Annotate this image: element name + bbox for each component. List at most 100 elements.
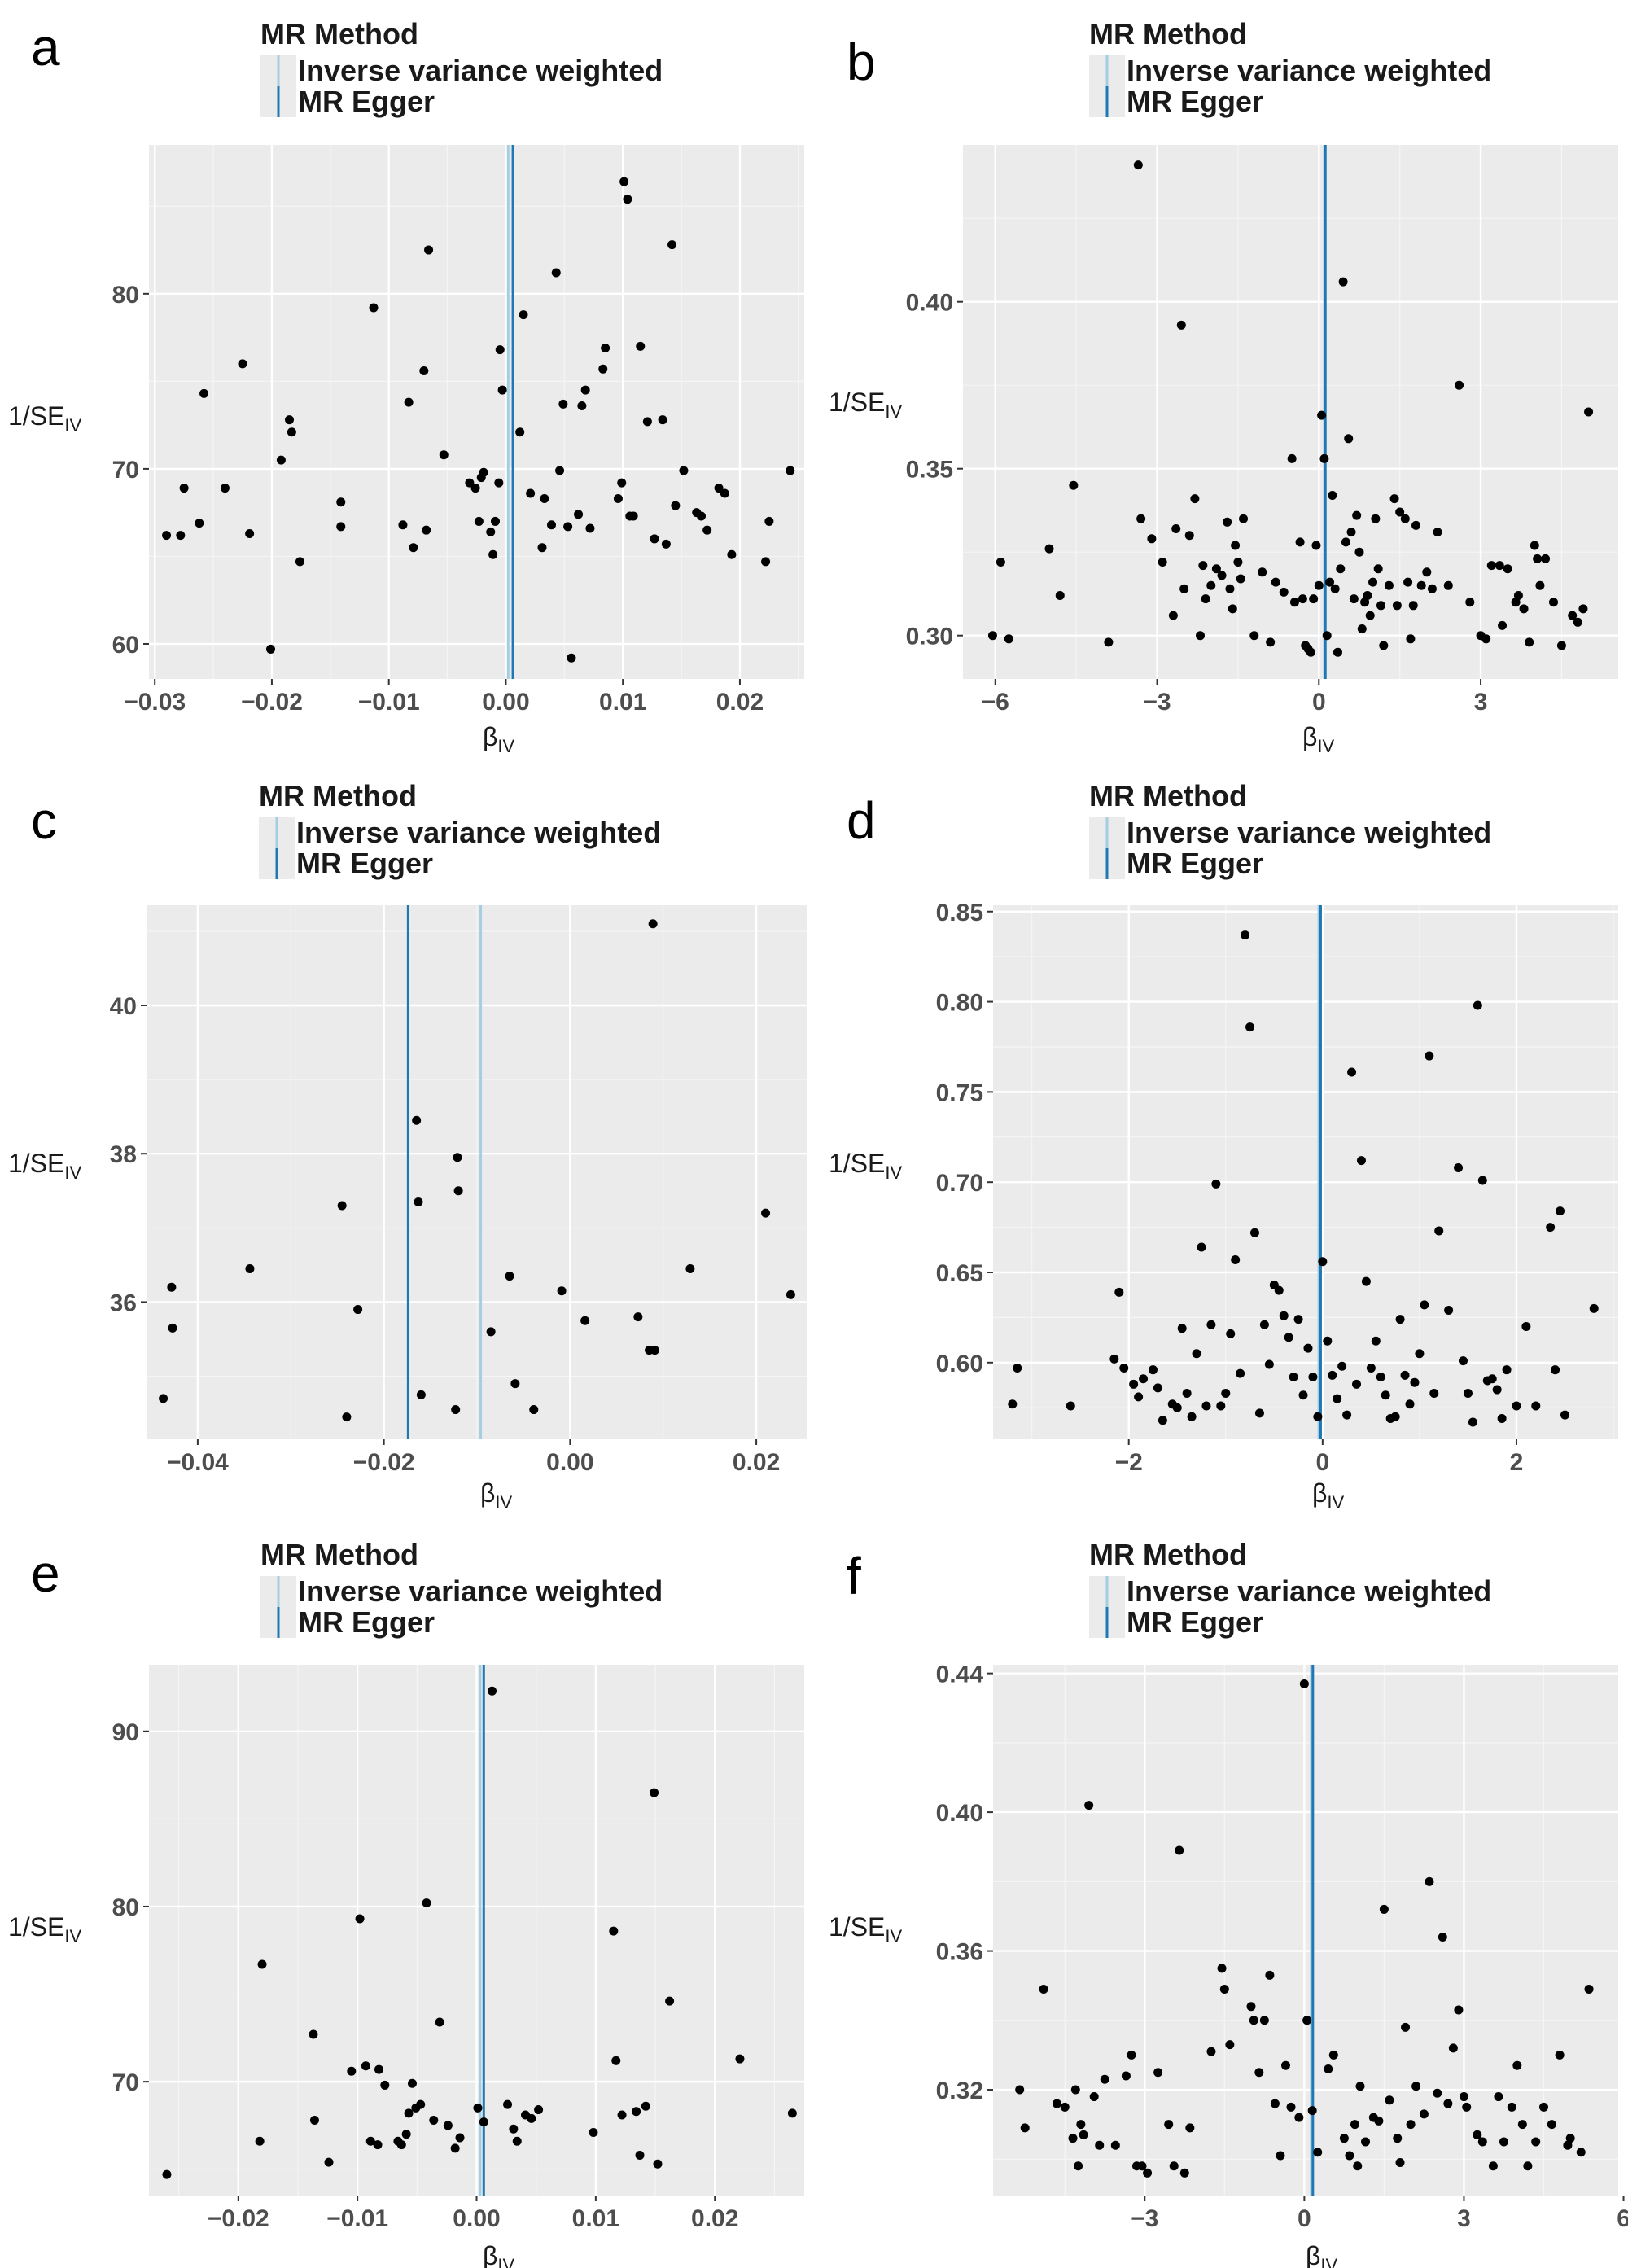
- data-point: [1344, 434, 1354, 444]
- x-axis-label: βIV: [480, 1478, 513, 1513]
- data-point: [1443, 580, 1453, 590]
- data-point: [266, 644, 275, 654]
- data-point: [162, 2169, 172, 2179]
- data-point: [1225, 584, 1235, 593]
- x-tick-label: 0.02: [691, 2205, 738, 2232]
- data-point: [168, 1323, 177, 1333]
- plot-area: [149, 145, 804, 679]
- data-point: [1349, 594, 1359, 604]
- x-tick-label: −3: [1143, 689, 1171, 716]
- data-point: [1311, 541, 1321, 550]
- data-point: [577, 401, 587, 410]
- data-point: [1164, 2120, 1174, 2130]
- data-point: [1438, 1933, 1447, 1942]
- data-point: [529, 1405, 539, 1415]
- data-point: [1495, 561, 1504, 571]
- data-point: [1236, 1368, 1245, 1378]
- x-axis-label-main: β: [1306, 2241, 1320, 2268]
- data-point: [1376, 1373, 1385, 1382]
- data-point: [422, 1898, 431, 1908]
- data-point: [1185, 2123, 1195, 2133]
- data-point: [455, 2133, 465, 2143]
- data-point: [702, 525, 712, 535]
- data-point: [623, 195, 632, 204]
- x-axis-label-main: β: [483, 2241, 497, 2268]
- data-point: [1492, 1385, 1502, 1395]
- x-tick-label: 0.01: [572, 2205, 619, 2232]
- data-point: [474, 516, 484, 526]
- data-point: [1176, 320, 1186, 330]
- data-point: [1198, 561, 1208, 571]
- data-point: [369, 303, 379, 313]
- x-tick-label: 0.02: [733, 1449, 780, 1476]
- data-point: [1584, 407, 1594, 417]
- x-tick-label: 0: [1298, 2205, 1311, 2232]
- data-point: [589, 2128, 598, 2138]
- x-tick-label: −0.02: [208, 2205, 269, 2232]
- data-point: [1201, 594, 1210, 604]
- data-point: [1538, 2102, 1548, 2112]
- data-point: [1110, 2140, 1120, 2150]
- data-point: [1494, 2092, 1503, 2102]
- data-point: [285, 415, 294, 425]
- x-tick-label: −0.02: [241, 689, 303, 716]
- data-point: [547, 520, 556, 530]
- data-point: [422, 525, 431, 535]
- data-point: [453, 1153, 462, 1162]
- data-point: [515, 427, 525, 437]
- data-point: [1497, 1414, 1507, 1424]
- data-point: [1060, 2102, 1070, 2112]
- data-point: [1134, 1392, 1144, 1402]
- data-point: [1279, 1311, 1289, 1320]
- data-point: [1341, 537, 1350, 547]
- data-point: [598, 364, 608, 374]
- x-tick-label: 0.00: [453, 2205, 500, 2232]
- data-point: [1044, 544, 1054, 554]
- data-point: [735, 2054, 745, 2064]
- data-point: [1429, 1388, 1439, 1398]
- x-axis-label-main: β: [483, 722, 497, 751]
- data-point: [1411, 520, 1421, 530]
- x-axis-label-main: β: [1302, 722, 1317, 751]
- data-point: [1129, 1379, 1139, 1389]
- data-point: [1182, 1388, 1192, 1398]
- data-point: [1295, 537, 1305, 547]
- y-tick-label: 38: [110, 1141, 137, 1168]
- data-point: [1385, 2095, 1394, 2105]
- data-point: [1589, 1303, 1599, 1313]
- y-tick-label: 60: [112, 632, 139, 659]
- legend-label-ivw: Inverse variance weighted: [298, 1574, 663, 1608]
- data-point: [1076, 2120, 1086, 2130]
- legend-title: MR Method: [259, 779, 417, 812]
- data-point: [1462, 2102, 1472, 2112]
- y-tick-label: 0.44: [936, 1662, 984, 1688]
- data-point: [1313, 1412, 1323, 1421]
- data-point: [1133, 160, 1143, 170]
- data-point: [1074, 2161, 1083, 2171]
- data-point: [1454, 2005, 1464, 2015]
- x-tick-label: −0.04: [167, 1449, 229, 1476]
- data-point: [1265, 1970, 1275, 1980]
- panel-letter: e: [31, 1544, 60, 1603]
- data-point: [1298, 1390, 1308, 1400]
- data-point: [1477, 1176, 1487, 1185]
- data-point: [1258, 567, 1267, 577]
- data-point: [1347, 1067, 1357, 1077]
- data-point: [1363, 591, 1372, 600]
- data-point: [1481, 634, 1491, 644]
- data-point: [1306, 647, 1315, 657]
- data-point: [650, 534, 659, 544]
- data-point: [1241, 930, 1250, 940]
- data-point: [1270, 2099, 1280, 2108]
- x-axis-label: βIV: [1306, 2241, 1338, 2268]
- plot-area: [993, 905, 1618, 1439]
- data-point: [1576, 2148, 1586, 2157]
- data-point: [1221, 1388, 1231, 1398]
- x-tick-label: 6: [1617, 2205, 1628, 2232]
- data-point: [1172, 1403, 1182, 1412]
- data-point: [617, 2110, 627, 2120]
- data-point: [1319, 453, 1329, 463]
- data-point: [1254, 2068, 1264, 2078]
